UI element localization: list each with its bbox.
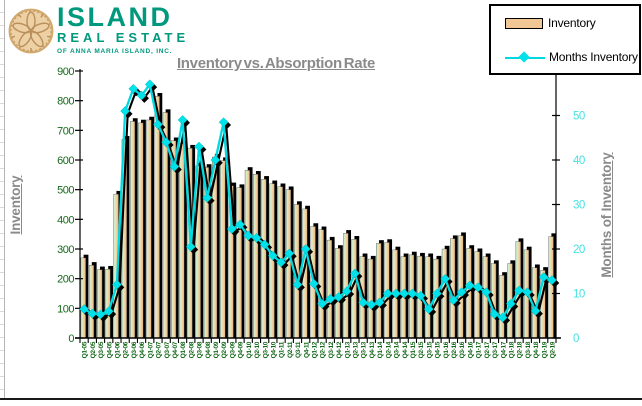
chart-title[interactable]: Inventory vs. Absorption Rate	[176, 55, 376, 72]
svg-text:Q3-06: Q3-06	[131, 341, 138, 358]
svg-text:Q2-12: Q2-12	[320, 341, 327, 358]
svg-text:Q4-13: Q4-13	[369, 341, 376, 358]
svg-text:Q2-16: Q2-16	[451, 341, 458, 358]
svg-text:Q1-17: Q1-17	[476, 341, 483, 358]
svg-text:200: 200	[57, 274, 74, 286]
svg-text:Q4-06: Q4-06	[139, 341, 146, 358]
svg-text:Q2-15: Q2-15	[418, 341, 425, 358]
svg-text:Q3-10: Q3-10	[262, 341, 269, 358]
svg-text:Q3-11: Q3-11	[295, 341, 302, 358]
months-inventory-line-swatch	[505, 50, 545, 63]
svg-text:Q2-07: Q2-07	[156, 341, 163, 358]
svg-text:500: 500	[57, 185, 74, 197]
svg-text:700: 700	[57, 125, 74, 137]
months-inventory-line-series[interactable]	[79, 79, 557, 323]
svg-text:Q1-12: Q1-12	[311, 341, 318, 358]
svg-text:Q1-18: Q1-18	[508, 341, 515, 358]
x-axis-tick-labels: Q1-05 Q2-05 Q3-05 Q4-05 Q1-06 Q2-06 Q3-06 Q4-06…	[82, 341, 557, 358]
svg-text:Q2-11: Q2-11	[287, 341, 294, 358]
svg-text:0: 0	[68, 333, 74, 345]
svg-text:Q1-05: Q1-05	[82, 341, 89, 358]
svg-text:Q4-10: Q4-10	[270, 341, 277, 358]
svg-text:40: 40	[573, 155, 585, 167]
legend-label: Months Inventory	[549, 50, 638, 64]
legend-item-months-inventory[interactable]: Months Inventory	[505, 50, 638, 64]
svg-text:Q3-05: Q3-05	[98, 341, 105, 358]
svg-text:Q1-13: Q1-13	[344, 341, 351, 358]
svg-text:0: 0	[573, 333, 579, 345]
svg-text:Q3-08: Q3-08	[197, 341, 204, 358]
svg-text:Q3-15: Q3-15	[426, 341, 433, 358]
svg-text:Q4-17: Q4-17	[500, 341, 507, 358]
svg-text:Q4-11: Q4-11	[303, 341, 310, 358]
svg-text:Q3-14: Q3-14	[394, 341, 401, 358]
svg-text:100: 100	[57, 303, 74, 315]
svg-text:Q3-13: Q3-13	[361, 341, 368, 358]
svg-text:900: 900	[57, 66, 74, 78]
svg-text:Q3-12: Q3-12	[328, 341, 335, 358]
svg-text:10: 10	[573, 289, 585, 301]
left-axis-tick-labels: 0 100 200 300 400 500 600 700 800 900	[57, 66, 75, 345]
svg-text:Q2-09: Q2-09	[221, 341, 228, 358]
svg-text:Q3-18: Q3-18	[525, 341, 532, 358]
svg-text:Q4-14: Q4-14	[402, 341, 409, 358]
svg-text:Q1-06: Q1-06	[115, 341, 122, 358]
svg-text:Q2-08: Q2-08	[188, 341, 195, 358]
chart-legend[interactable]: Inventory Months Inventory	[489, 4, 641, 75]
spreadsheet-edge	[0, 0, 5, 398]
svg-text:Q2-13: Q2-13	[353, 341, 360, 358]
svg-text:Q2-05: Q2-05	[90, 341, 97, 358]
svg-text:Q4-05: Q4-05	[106, 341, 113, 358]
svg-text:Q2-19: Q2-19	[549, 341, 556, 358]
svg-text:Q4-18: Q4-18	[533, 341, 540, 358]
logo-title: ISLAND	[57, 2, 173, 32]
svg-text:Q1-09: Q1-09	[213, 341, 220, 358]
svg-text:Q1-08: Q1-08	[180, 341, 187, 358]
svg-text:Q4-08: Q4-08	[205, 341, 212, 358]
chart-bottom-border	[0, 398, 642, 400]
svg-text:Q4-15: Q4-15	[435, 341, 442, 358]
svg-text:Q1-14: Q1-14	[377, 341, 384, 358]
svg-text:Q2-10: Q2-10	[254, 341, 261, 358]
inventory-bar-swatch	[505, 17, 543, 29]
svg-text:Q1-11: Q1-11	[279, 341, 286, 358]
svg-text:Q1-07: Q1-07	[147, 341, 154, 358]
svg-text:Q1-16: Q1-16	[443, 341, 450, 358]
logo-tagline: OF ANNA MARIA ISLAND, INC.	[57, 48, 173, 55]
svg-text:Q2-17: Q2-17	[484, 341, 491, 358]
right-axis-tick-labels: 0 10 20 30 40 50	[573, 111, 585, 346]
legend-label: Inventory	[548, 16, 596, 30]
svg-text:Q3-09: Q3-09	[229, 341, 236, 358]
svg-text:Q4-09: Q4-09	[238, 341, 245, 358]
svg-text:Q2-06: Q2-06	[123, 341, 130, 358]
svg-text:Q1-10: Q1-10	[246, 341, 253, 358]
svg-text:600: 600	[57, 155, 74, 167]
svg-text:Q4-07: Q4-07	[172, 341, 179, 358]
svg-text:20: 20	[573, 244, 585, 256]
svg-text:Q1-15: Q1-15	[410, 341, 417, 358]
svg-text:Q3-17: Q3-17	[492, 341, 499, 358]
svg-text:Q3-07: Q3-07	[164, 341, 171, 358]
axis-lines	[75, 69, 561, 343]
svg-text:Q3-16: Q3-16	[459, 341, 466, 358]
svg-text:50: 50	[573, 111, 585, 123]
svg-text:Q4-16: Q4-16	[467, 341, 474, 358]
svg-text:Q2-18: Q2-18	[517, 341, 524, 358]
svg-text:300: 300	[57, 244, 74, 256]
svg-text:800: 800	[57, 96, 74, 108]
legend-item-inventory[interactable]: Inventory	[505, 16, 596, 30]
svg-text:Q4-12: Q4-12	[336, 341, 343, 358]
svg-text:400: 400	[57, 214, 74, 226]
svg-text:Q2-14: Q2-14	[385, 341, 392, 358]
logo-subtitle: REAL ESTATE	[57, 30, 190, 45]
island-real-estate-logo: ISLAND REAL ESTATE OF ANNA MARIA ISLAND,…	[6, 3, 256, 61]
sand-dollar-icon	[8, 8, 54, 54]
svg-text:30: 30	[573, 200, 585, 212]
svg-text:Q1-19: Q1-19	[541, 341, 548, 358]
